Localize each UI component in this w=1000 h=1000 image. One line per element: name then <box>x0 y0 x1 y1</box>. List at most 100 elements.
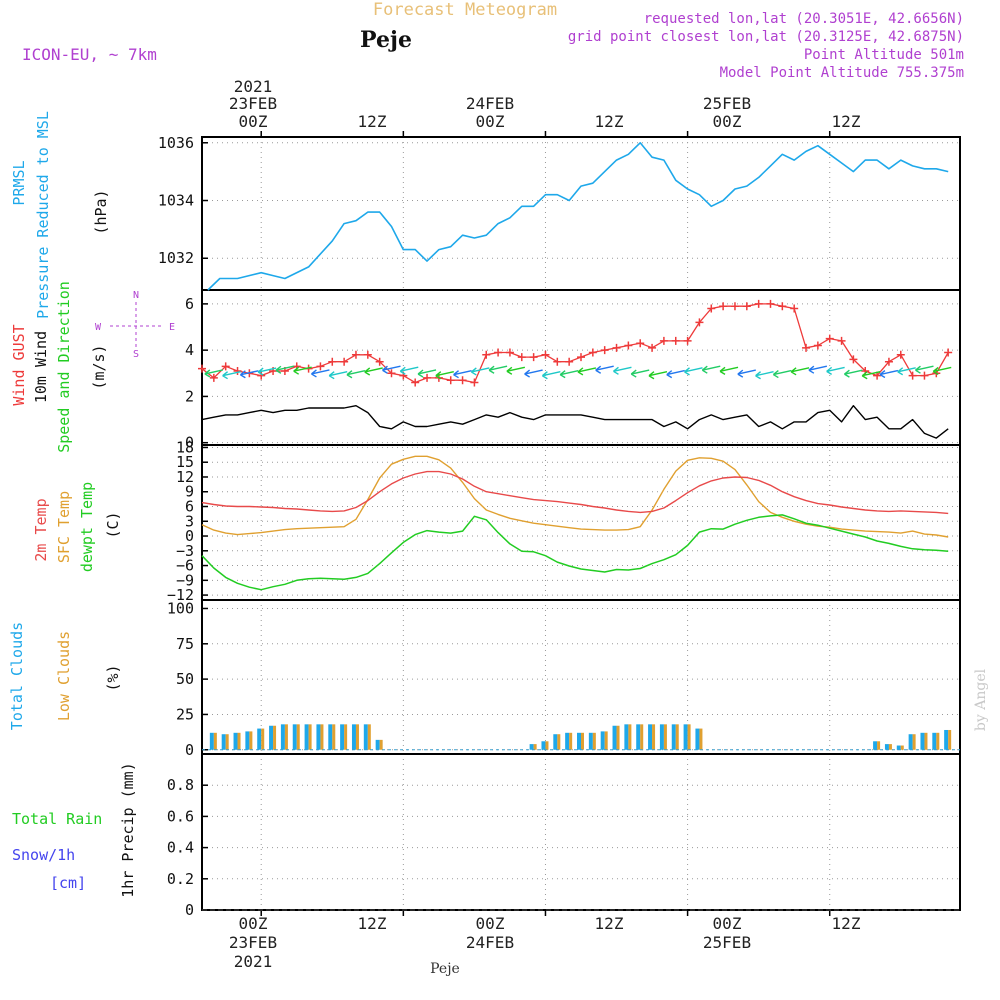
gust-point <box>707 304 716 313</box>
wind-direction-arrow <box>577 367 597 376</box>
gust-point <box>411 378 420 387</box>
gust-point <box>825 334 834 343</box>
wind-direction-arrow <box>630 369 650 378</box>
wind-direction-arrow <box>382 365 401 374</box>
compass-west: W <box>95 322 102 333</box>
cloud-bar-low <box>581 732 584 750</box>
cloud-bar-total <box>340 724 345 750</box>
cloud-bar-total <box>292 724 297 750</box>
cloud-bar-low <box>225 734 229 750</box>
wind-direction-arrow <box>790 367 810 376</box>
gust-series-line <box>201 303 949 384</box>
temp-ytick-label: 12 <box>176 468 194 486</box>
gust-point <box>517 353 526 362</box>
gust-point <box>754 299 763 308</box>
top-hour-4: 12Z <box>595 112 624 131</box>
precip-frame <box>201 753 961 911</box>
cloud-bar-total <box>612 725 617 750</box>
gust-point <box>446 376 455 385</box>
wind-direction-arrow <box>222 371 241 380</box>
gust-point <box>198 364 206 373</box>
cloud-bar-low <box>699 728 703 750</box>
cloud-bar-total <box>908 734 913 750</box>
cloud-bar-low <box>616 725 620 750</box>
gust-point <box>766 299 775 308</box>
temp-ytick-label: 15 <box>176 453 194 471</box>
cloud-bar-low <box>912 734 916 750</box>
gust-point <box>837 336 846 345</box>
gust-point <box>695 318 704 327</box>
gust-point <box>529 353 538 362</box>
point-altitude: Point Altitude 501m <box>804 47 964 63</box>
precip-ytick-label: 0.6 <box>167 807 194 825</box>
bottom-hour-6: 12Z <box>832 914 861 933</box>
location-title: Peje <box>360 27 412 53</box>
cloud-bar-low <box>379 739 383 750</box>
gust-point <box>233 366 242 375</box>
gust-point <box>375 357 384 366</box>
gust-point <box>257 371 266 380</box>
pressure-series-line <box>207 142 949 291</box>
watermark: by Angel <box>973 668 989 731</box>
cloud-bar-total <box>221 734 226 750</box>
bottom-hour-5: 00Z <box>713 914 742 933</box>
wind-direction-arrow <box>435 371 454 380</box>
clouds-unit: (%) <box>104 664 122 691</box>
temp-ytick-label: −6 <box>176 557 194 575</box>
cloud-bar-total <box>541 741 546 750</box>
cloud-bar-low <box>948 729 952 750</box>
top-hour-2: 12Z <box>358 112 387 131</box>
wind-direction-arrow <box>559 369 579 379</box>
pressure-label-2: Pressure Reduced to MSL <box>34 111 52 319</box>
cloud-bar-total <box>304 724 309 750</box>
gust-point <box>719 302 728 311</box>
gust-point <box>600 346 609 355</box>
gust-point <box>790 304 799 313</box>
precip-snow-label: Snow/1h <box>12 846 75 864</box>
gust-point <box>470 378 479 387</box>
cloud-bar-low <box>888 744 892 750</box>
cloud-bar-low <box>344 724 348 750</box>
gust-point <box>541 350 550 359</box>
gust-point <box>813 341 822 350</box>
gust-point <box>920 371 929 380</box>
wind-unit: (m/s) <box>90 344 108 389</box>
cloud-bar-low <box>273 725 277 750</box>
cloud-bar-total <box>577 732 581 750</box>
gust-point <box>363 350 372 359</box>
temp-ytick-label: 0 <box>185 527 194 545</box>
wind-ytick-label: 6 <box>185 295 194 313</box>
wind-direction-arrow <box>701 365 721 374</box>
cloud-bar-total <box>363 724 368 750</box>
cloud-bar-total <box>588 732 593 750</box>
gust-point <box>494 348 503 357</box>
gust-point <box>659 336 668 345</box>
temp-ytick-label: −9 <box>176 571 194 589</box>
cloud-bar-total <box>600 731 605 750</box>
gust-point <box>802 343 811 352</box>
cloud-bar-low <box>284 724 288 750</box>
cloud-bar-total <box>257 728 262 750</box>
bottom-year: 2021 <box>234 952 273 971</box>
wind-direction-arrow <box>826 366 845 375</box>
gust-point <box>636 339 645 348</box>
cloud-bar-low <box>592 732 596 750</box>
wind-direction-arrow <box>737 369 756 378</box>
wind-gust-label: Wind GUST <box>10 324 28 405</box>
model-label: ICON-EU, ~ 7km <box>22 45 157 64</box>
bottom-date-3: 25FEB <box>703 933 751 952</box>
wind-direction-arrow <box>808 365 828 374</box>
wind-direction-arrow <box>399 366 419 375</box>
cloud-bar-total <box>565 732 570 750</box>
cloud-bar-total <box>328 724 333 750</box>
bottom-hour-3: 00Z <box>476 914 505 933</box>
wind-direction-arrow <box>755 371 774 380</box>
temp-ytick-label: 3 <box>185 512 194 530</box>
compass-rose: N S W E <box>95 290 175 360</box>
cloud-bar-total <box>529 744 534 750</box>
cloud-bar-low <box>652 724 656 750</box>
cloud-bar-low <box>877 741 881 750</box>
bottom-hour-2: 12Z <box>358 914 387 933</box>
cloud-bar-low <box>687 724 691 750</box>
wind-direction-arrow <box>932 366 952 376</box>
